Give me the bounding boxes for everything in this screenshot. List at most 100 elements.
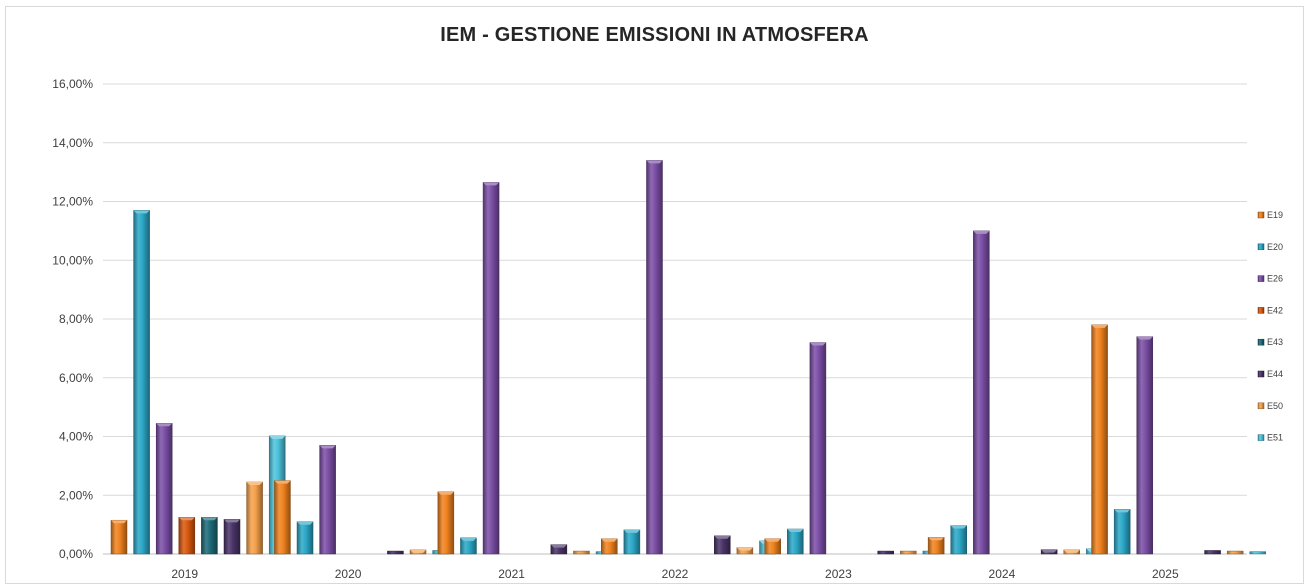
bar-e20-2023 — [787, 528, 804, 555]
bar-cap — [714, 535, 731, 539]
x-tick-label: 2019 — [171, 567, 198, 581]
bar-e20-2020 — [296, 521, 314, 555]
bar-cap — [736, 547, 753, 551]
gridlines — [103, 83, 1247, 555]
y-tick-label: 2,00% — [59, 488, 93, 502]
bar-e20-2024 — [950, 525, 967, 555]
bar-cap — [1136, 336, 1153, 340]
bar-e26-2024 — [973, 230, 990, 555]
bar-cap — [787, 529, 804, 533]
bar-e26-2023 — [809, 342, 827, 555]
legend-label-e51: E51 — [1267, 433, 1283, 443]
bar-cap — [111, 520, 127, 524]
bar-e51-2025 — [1249, 551, 1267, 555]
legend-label-e42: E42 — [1267, 305, 1283, 315]
bar-e19-2021 — [437, 491, 455, 555]
legend-swatch-e20 — [1257, 243, 1265, 251]
legend-label-e19: E19 — [1267, 210, 1283, 220]
bar-e42-2019 — [178, 517, 196, 555]
legend-swatch-e42 — [1257, 307, 1265, 314]
legend-label-e20: E20 — [1267, 242, 1283, 252]
y-tick-label: 16,00% — [52, 77, 93, 91]
bar-cap — [973, 230, 990, 234]
bar-cap — [224, 519, 240, 523]
x-tick-label: 2021 — [498, 567, 525, 581]
legend-label-e44: E44 — [1267, 369, 1283, 379]
bar-e50-2023 — [900, 550, 917, 555]
bar-e44-2023 — [877, 550, 894, 555]
legend-swatch-e50 — [1257, 402, 1265, 410]
bar-cap — [319, 445, 336, 449]
x-tick-label: 2025 — [1152, 567, 1179, 581]
legend-swatch-e51 — [1257, 434, 1265, 441]
legend-swatch-e26 — [1257, 275, 1265, 282]
x-tick-label: 2024 — [989, 567, 1016, 581]
bar-cap — [950, 525, 967, 529]
bar-e50-2021 — [573, 550, 590, 555]
bar-cap — [201, 517, 218, 521]
bar-cap — [809, 342, 826, 346]
bar-e50-2019 — [246, 481, 263, 555]
bar-e26-2020 — [319, 445, 336, 555]
bar-e50-2025 — [1226, 550, 1244, 555]
bar-cap — [1063, 549, 1080, 553]
legend-swatch-e19 — [1257, 211, 1265, 219]
x-axis-ticks: 2019 2020 2021 2022 2023 2024 2025 — [171, 567, 1179, 581]
bar-cap — [437, 491, 454, 495]
bar-cap — [1091, 324, 1108, 328]
bar-cap — [1114, 509, 1131, 513]
bar-e19-2019 — [110, 519, 128, 555]
bar-e19-2020 — [274, 480, 291, 555]
bar-cap — [410, 549, 427, 553]
bar-cap — [297, 521, 314, 525]
legend: E19 E20 E26 E42 E43 E44 E50 E51 — [1257, 210, 1283, 443]
legend-label-e43: E43 — [1267, 337, 1283, 347]
y-tick-label: 12,00% — [52, 195, 93, 209]
bars — [110, 160, 1267, 555]
y-tick-label: 14,00% — [52, 136, 93, 150]
y-tick-label: 10,00% — [52, 253, 93, 267]
y-tick-label: 0,00% — [59, 547, 93, 561]
bar-cap — [460, 537, 477, 541]
bar-cap — [274, 480, 291, 484]
bar-cap — [156, 423, 173, 427]
bar-cap — [646, 160, 663, 164]
bar-e20-2019 — [133, 210, 150, 555]
bar-cap — [1041, 549, 1058, 553]
x-tick-label: 2023 — [825, 567, 852, 581]
y-tick-label: 8,00% — [59, 312, 93, 326]
bar-e26-2025 — [1136, 336, 1154, 555]
bar-e26-2022 — [646, 160, 663, 555]
bar-e20-2025 — [1113, 509, 1131, 555]
bar-cap — [764, 538, 781, 542]
x-tick-label: 2022 — [662, 567, 689, 581]
bar-e44-2019 — [223, 519, 241, 555]
y-tick-label: 6,00% — [59, 371, 93, 385]
legend-swatch-e43 — [1257, 338, 1265, 346]
bar-cap — [601, 538, 618, 542]
bar-e44-2025 — [1204, 550, 1221, 555]
chart-title: IEM - GESTIONE EMISSIONI IN ATMOSFERA — [440, 24, 869, 46]
bar-e26-2019 — [155, 423, 173, 555]
bar-e19-2025 — [1091, 324, 1108, 555]
bar-e26-2021 — [482, 182, 500, 555]
bar-e44-2020 — [387, 550, 404, 555]
legend-swatch-e44 — [1257, 370, 1265, 378]
y-tick-label: 4,00% — [59, 430, 93, 444]
bar-cap — [928, 537, 945, 541]
bar-cap — [133, 210, 150, 214]
bar-cap — [623, 529, 640, 533]
bar-cap — [246, 482, 263, 486]
y-axis-ticks: 0,00% 2,00% 4,00% 6,00% 8,00% 10,00% 12,00% 14,… — [52, 77, 93, 561]
bar-e20-2021 — [460, 537, 477, 555]
legend-label-e26: E26 — [1267, 274, 1283, 284]
x-tick-label: 2020 — [335, 567, 362, 581]
legend-label-e50: E50 — [1267, 401, 1283, 411]
bar-e43-2019 — [201, 517, 218, 555]
bar-cap — [178, 517, 195, 521]
bar-cap — [269, 435, 286, 439]
bar-e20-2022 — [623, 529, 641, 555]
bar-cap — [483, 182, 500, 186]
bar-cap — [550, 544, 567, 548]
